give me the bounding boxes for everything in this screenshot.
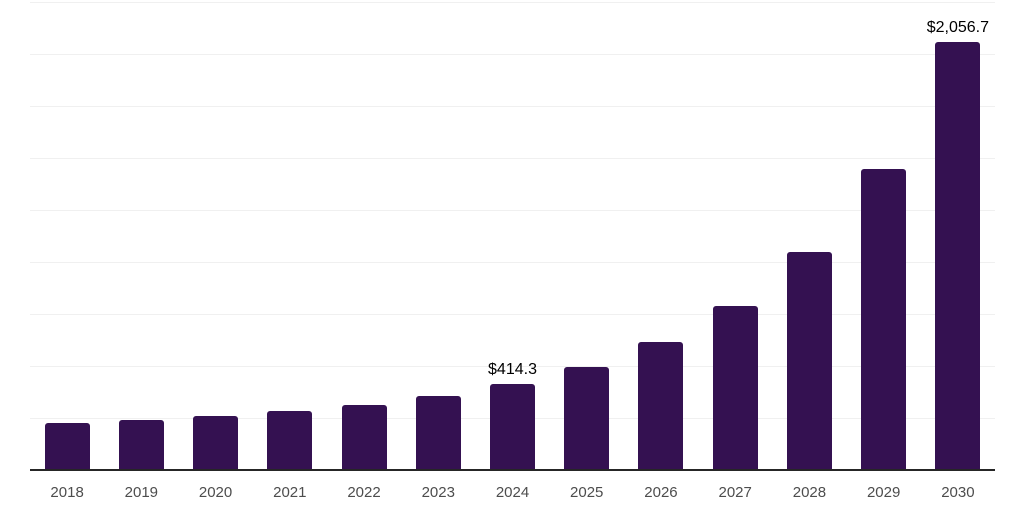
x-tick-label-2026: 2026 [644, 484, 678, 501]
bar-2026 [638, 342, 684, 470]
bar-2025 [564, 367, 610, 470]
bar-2023 [415, 395, 461, 470]
bar-2020 [193, 415, 239, 470]
gridline [30, 2, 995, 3]
x-tick-label-2027: 2027 [718, 484, 752, 501]
x-tick-label-2021: 2021 [273, 484, 307, 501]
bar-value-label-2024: $414.3 [488, 360, 537, 378]
x-tick-label-2024: 2024 [495, 484, 530, 501]
bar-value-label-2030: $2,056.7 [926, 19, 990, 37]
gridline [30, 106, 995, 107]
x-tick-label-2029: 2029 [866, 484, 901, 501]
bar-2029 [861, 169, 907, 470]
bar-2022 [341, 404, 387, 470]
x-tick-label-2019: 2019 [124, 484, 159, 501]
bar-2030 [935, 42, 981, 470]
gridline [30, 54, 995, 55]
plot-area: $414.3 $2,056.7 [30, 2, 995, 471]
x-tick-label-2022: 2022 [347, 484, 381, 501]
x-tick-label-2030: 2030 [941, 484, 975, 501]
gridline [30, 262, 995, 263]
x-tick-label-2028: 2028 [792, 484, 827, 501]
bar-2021 [267, 410, 313, 470]
bar-2018 [44, 423, 90, 470]
gridline [30, 158, 995, 159]
x-tick-label-2020: 2020 [198, 484, 233, 501]
gridline [30, 366, 995, 367]
bar-2024 [490, 383, 535, 470]
bar-2028 [786, 252, 832, 470]
x-tick-label-2025: 2025 [570, 484, 604, 501]
gridline [30, 210, 995, 211]
x-tick-label-2023: 2023 [421, 484, 455, 501]
x-axis-line [30, 469, 995, 471]
bar-2027 [712, 306, 758, 470]
gridline [30, 314, 995, 315]
x-tick-label-2018: 2018 [50, 484, 84, 501]
bar-2019 [118, 420, 164, 470]
